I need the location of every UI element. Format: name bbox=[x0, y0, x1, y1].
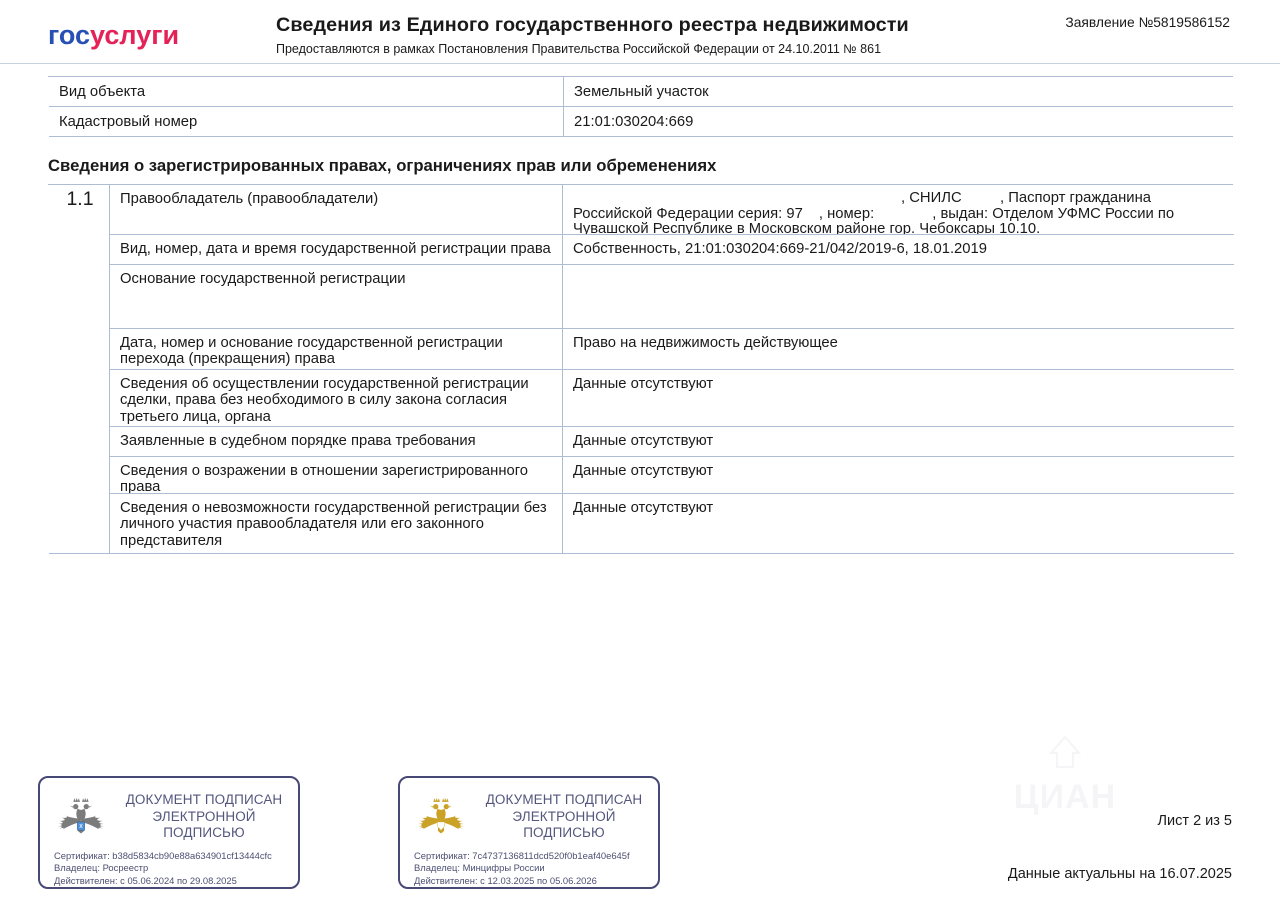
svg-text:X: X bbox=[79, 824, 83, 830]
